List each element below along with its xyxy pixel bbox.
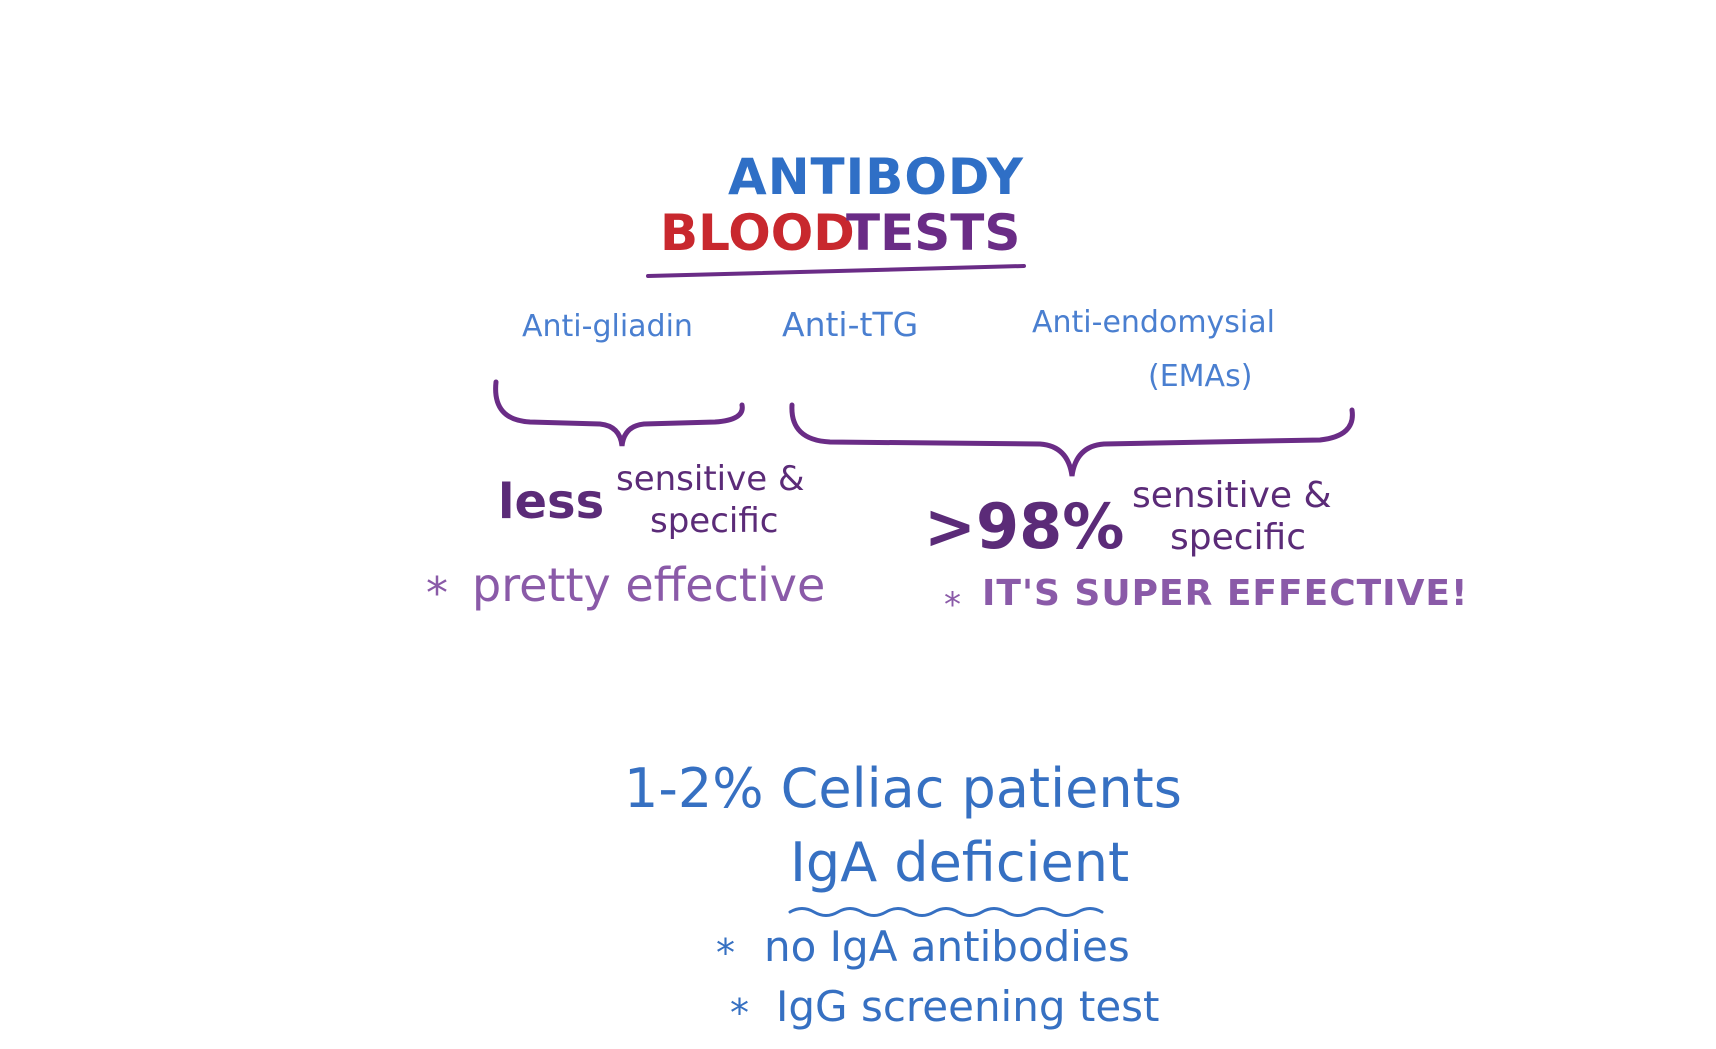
test-anti-endomysial: Anti-endomysial: [1032, 305, 1275, 340]
title-antibody: ANTIBODY: [728, 148, 1024, 206]
right-specific: specific: [1170, 517, 1307, 558]
right-sensitive: sensitive &: [1132, 475, 1332, 516]
iga-wavy-underline: [788, 907, 1104, 917]
bullet2-text: IgG screening test: [776, 982, 1160, 1031]
right-note-star: *: [944, 585, 961, 625]
test-anti-gliadin: Anti-gliadin: [522, 309, 693, 344]
bullet1-star: *: [716, 931, 735, 975]
title-tests: TESTS: [846, 204, 1021, 262]
right-percent: >98%: [924, 490, 1125, 563]
bullet1-text: no IgA antibodies: [764, 922, 1130, 971]
left-note: pretty effective: [472, 558, 826, 612]
left-brace: [493, 379, 745, 447]
left-note-star: *: [426, 568, 448, 619]
bottom-stat: 1-2% Celiac patients: [624, 757, 1182, 820]
bullet2-star: *: [730, 991, 749, 1035]
test-emas: (EMAs): [1148, 359, 1253, 394]
left-specific: specific: [650, 501, 779, 541]
right-brace: [789, 402, 1355, 477]
right-note: IT'S SUPER EFFECTIVE!: [982, 573, 1469, 614]
left-sensitive: sensitive &: [616, 459, 805, 499]
test-anti-ttg: Anti-tTG: [782, 305, 919, 344]
title-underline: [646, 264, 1026, 278]
title-blood: BLOOD: [660, 204, 855, 262]
bottom-iga-deficient: IgA deficient: [790, 831, 1130, 894]
left-less: less: [498, 474, 605, 530]
